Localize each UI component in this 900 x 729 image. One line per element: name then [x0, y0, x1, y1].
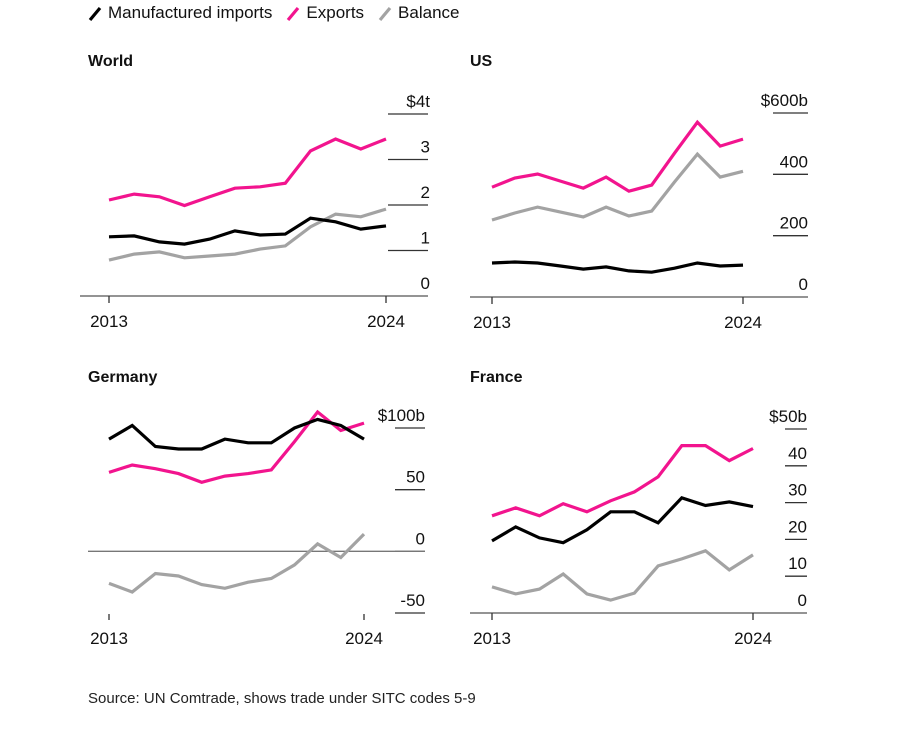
y-tick-label: $600b	[761, 91, 808, 110]
y-tick-label: 0	[421, 274, 430, 293]
legend-item-balance: Balance	[378, 3, 459, 23]
exports-swatch-icon	[287, 6, 300, 22]
legend-label-exports: Exports	[306, 3, 365, 22]
us-exports-line	[491, 119, 744, 193]
panel-title-germany: Germany	[88, 369, 158, 386]
world-manufactured-imports-line	[108, 216, 387, 246]
y-tick-label: -50	[400, 591, 425, 610]
y-tick-label: 0	[416, 529, 425, 548]
panel-title-world: World	[88, 53, 134, 70]
y-tick-label: $100b	[378, 406, 425, 425]
y-tick-label: $50b	[769, 407, 807, 426]
x-tick-label: 2013	[90, 312, 128, 331]
y-tick-label: 40	[788, 444, 807, 463]
legend-item-imports: Manufactured imports	[88, 3, 272, 23]
x-tick-label: 2024	[734, 629, 772, 648]
world-balance-line	[108, 207, 387, 262]
y-tick-label: 0	[798, 591, 807, 610]
imports-swatch-icon	[88, 6, 102, 22]
x-tick-label: 2013	[473, 313, 511, 332]
y-tick-label: 400	[780, 152, 808, 171]
france-balance-line	[491, 549, 754, 602]
chart-world: 0 1 2 3 $4t 2013 2024	[80, 92, 430, 331]
chart-germany: -50 0 50 $100b 2013 2024	[88, 406, 425, 648]
y-tick-label: 200	[780, 214, 808, 233]
y-tick-label: 30	[788, 481, 807, 500]
x-tick-label: 2013	[473, 629, 511, 648]
y-tick-label: 3	[421, 138, 430, 157]
x-tick-label: 2024	[367, 312, 405, 331]
legend-label-balance: Balance	[398, 3, 460, 22]
germany-manufactured-imports-line	[108, 417, 365, 451]
chart-us: 0 200 400 $600b 2013 2024	[470, 91, 808, 332]
germany-exports-line	[108, 409, 365, 484]
france-manufactured-imports-line	[491, 495, 754, 545]
panel-title-us: US	[470, 53, 493, 70]
us-balance-line	[491, 151, 744, 222]
y-tick-label: 1	[421, 229, 430, 248]
germany-balance-line	[108, 532, 366, 594]
legend-item-exports: Exports	[286, 3, 364, 23]
balance-swatch-icon	[378, 6, 392, 22]
chart-france: 0 10 20 30 40 $50b 2013 2024	[470, 407, 807, 648]
y-tick-label: 2	[421, 183, 430, 202]
x-tick-label: 2013	[90, 629, 128, 648]
source-note: Source: UN Comtrade, shows trade under S…	[88, 690, 476, 707]
legend-label-imports: Manufactured imports	[108, 3, 273, 22]
world-exports-line	[108, 137, 387, 208]
legend: Manufactured imports Exports Balance	[88, 3, 459, 23]
y-tick-label: 10	[788, 554, 807, 573]
us-manufactured-imports-line	[491, 260, 744, 274]
y-tick-label: 0	[799, 275, 808, 294]
y-tick-label: 50	[406, 468, 425, 487]
france-exports-line	[491, 444, 754, 518]
x-tick-label: 2024	[724, 313, 762, 332]
panel-title-france: France	[470, 369, 523, 386]
y-tick-label: $4t	[406, 92, 430, 111]
x-tick-label: 2024	[345, 629, 383, 648]
y-tick-label: 20	[788, 517, 807, 536]
